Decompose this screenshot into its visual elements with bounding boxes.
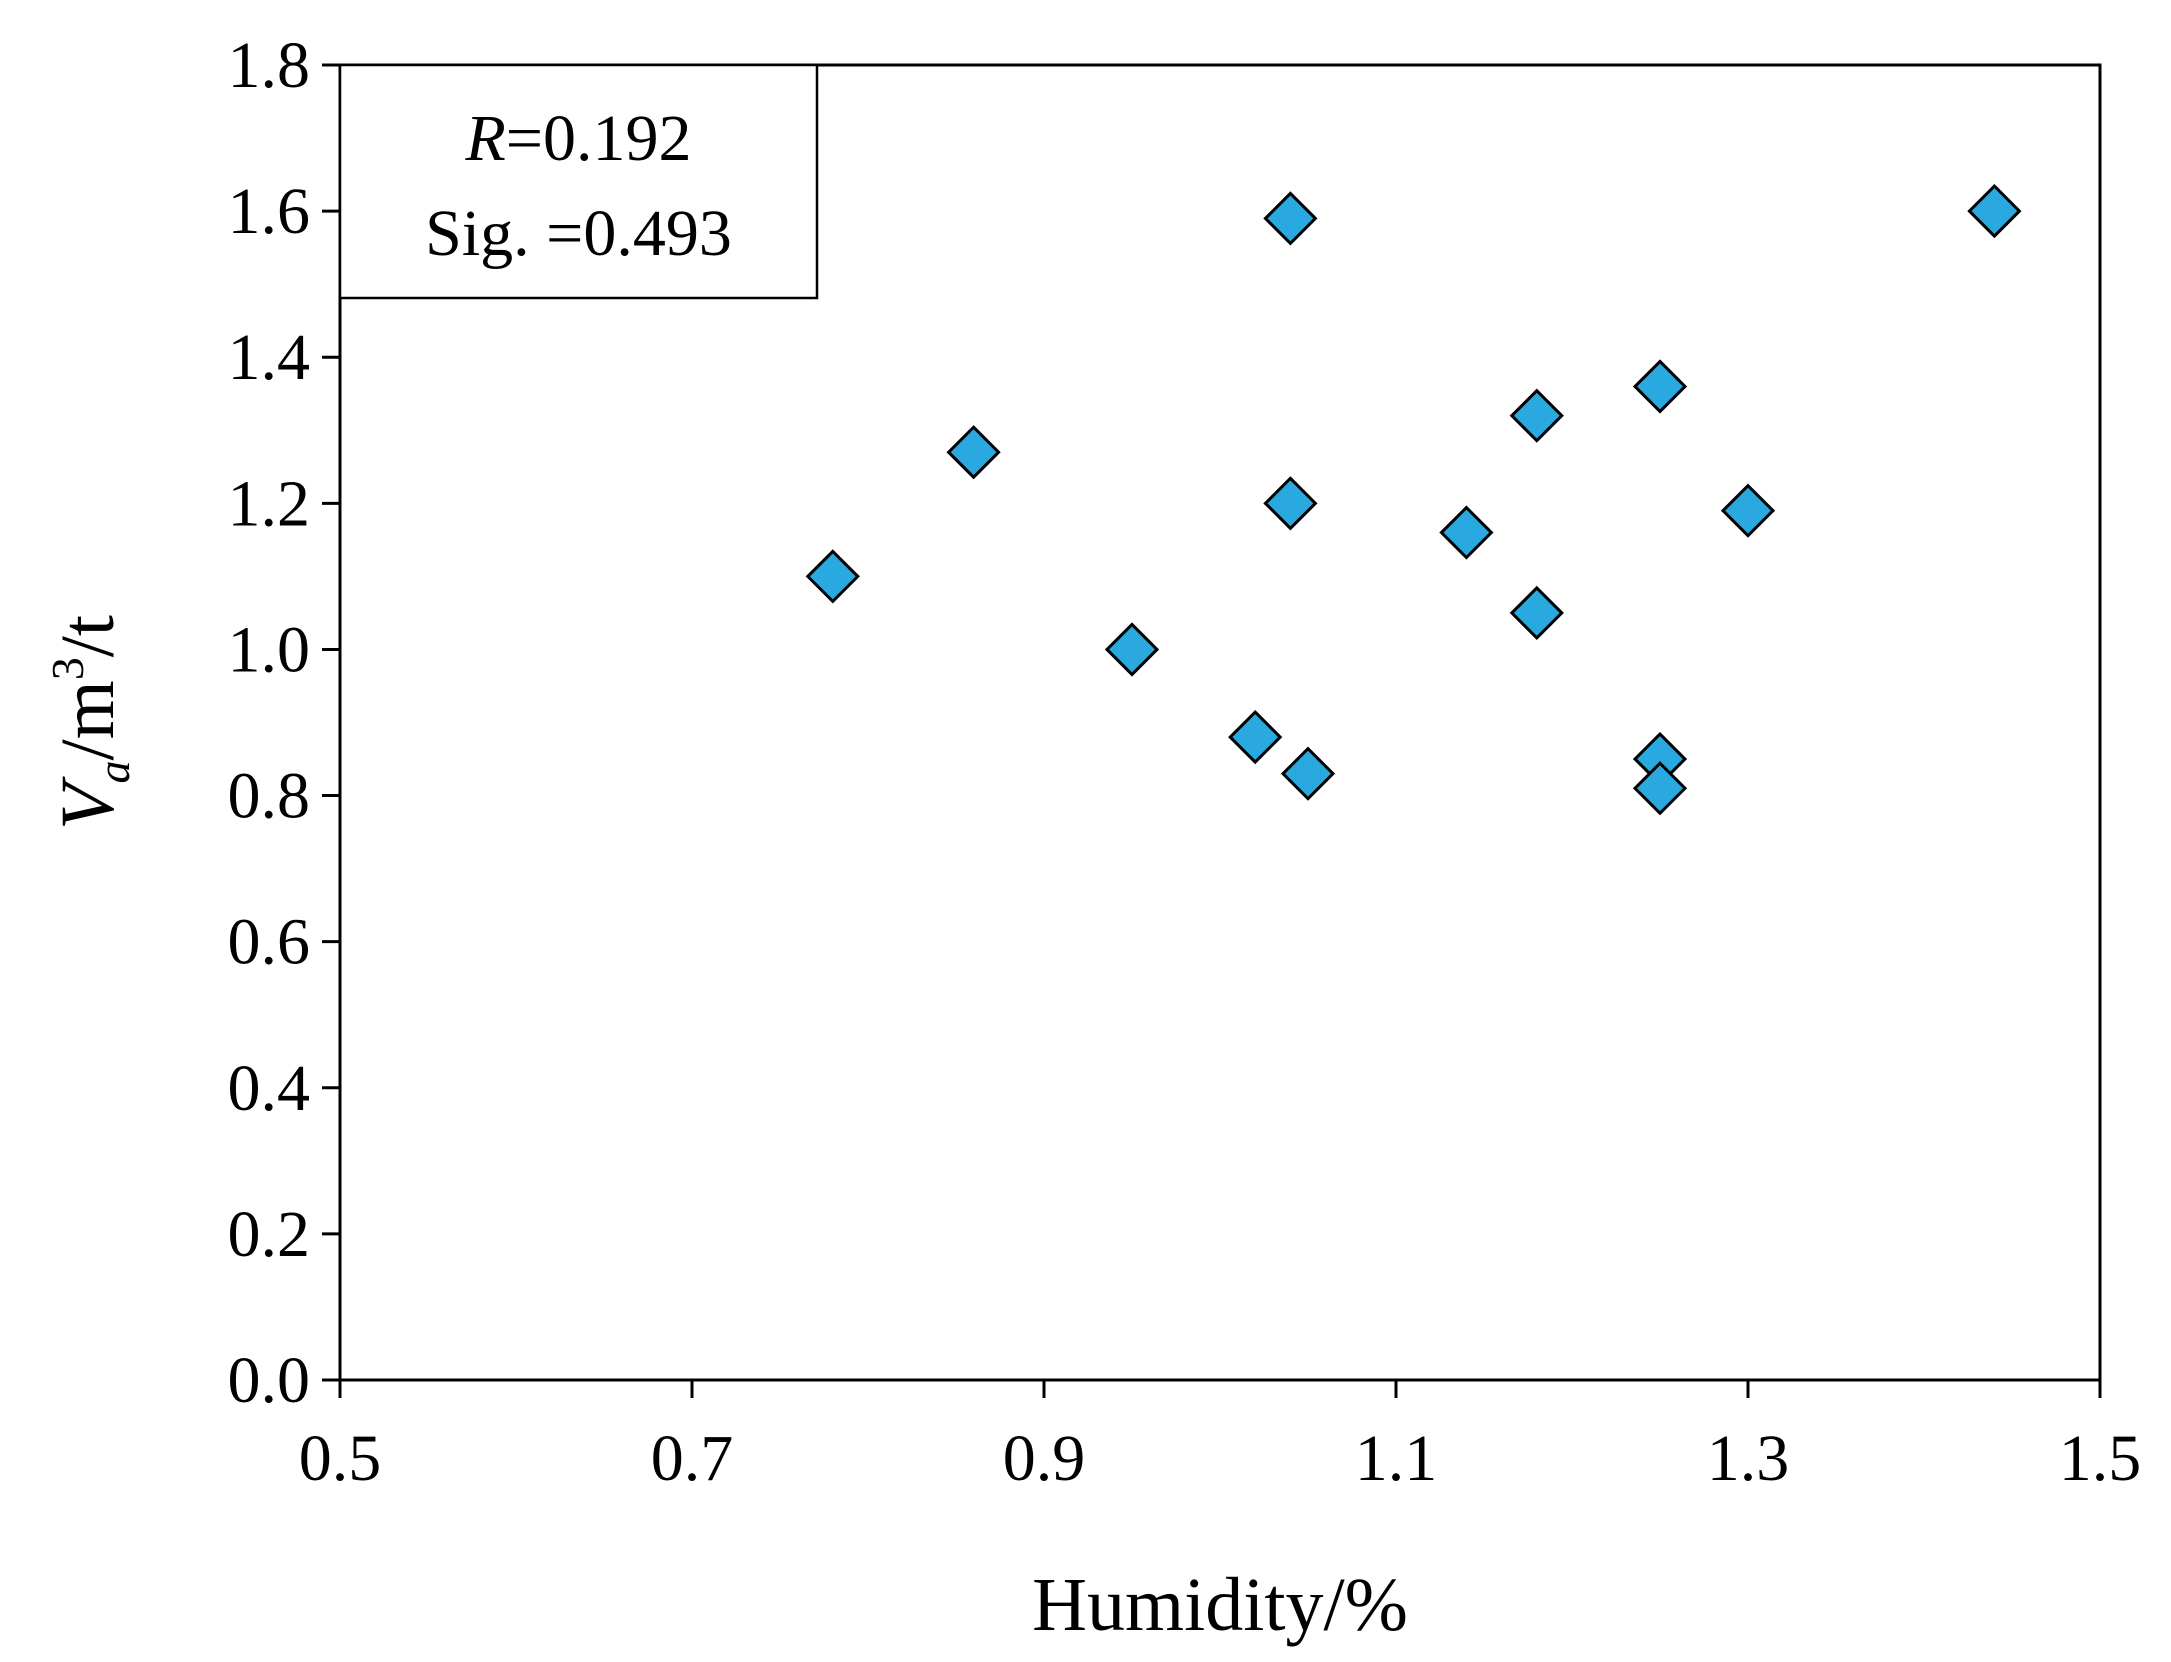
y-axis-title-unit-suffix: /t: [46, 615, 130, 657]
y-axis-title-unit: /m: [46, 680, 130, 760]
data-point: [1439, 505, 1494, 560]
y-tick-label: 1.0: [228, 613, 311, 686]
data-point: [1632, 761, 1688, 816]
x-tick-label: 1.5: [2059, 1422, 2142, 1495]
x-tick-label: 1.1: [1355, 1422, 1438, 1495]
y-axis-title-symbol: V: [46, 776, 130, 830]
x-tick-label: 0.9: [1003, 1422, 1086, 1495]
x-axis-title: Humidity/%: [1032, 1563, 1408, 1647]
x-tick-label: 0.7: [651, 1422, 734, 1495]
data-point: [805, 549, 860, 604]
y-axis-title-subscript: a: [88, 761, 139, 784]
data-point: [1509, 388, 1564, 443]
y-tick-label: 1.2: [228, 467, 311, 540]
y-tick-label: 1.8: [228, 29, 311, 102]
data-point: [1632, 359, 1688, 414]
data-point: [1263, 191, 1318, 246]
correlation-value: =0.192: [506, 102, 692, 175]
plot-frame: [338, 63, 2102, 1382]
data-point: [1263, 476, 1318, 531]
significance-label: Sig. =0.493: [425, 197, 732, 270]
y-tick-label: 0.0: [228, 1344, 311, 1417]
stats-annotation-box: [338, 63, 819, 300]
y-axis-title-superscript: 3: [42, 657, 93, 680]
y-axis: 0.0 0.2 0.4 0.6 0.8 1.0 1.2 1.4 1.6 1.8: [228, 29, 340, 1417]
data-point: [1509, 585, 1564, 641]
y-tick-label: 0.2: [228, 1198, 311, 1271]
correlation-label: R=0.192: [464, 102, 691, 175]
y-tick-label: 0.8: [228, 760, 311, 833]
y-tick-label: 0.6: [228, 906, 311, 979]
y-tick-label: 1.4: [228, 321, 311, 394]
data-point: [1720, 483, 1776, 538]
data-point: [946, 425, 1001, 480]
x-axis: 0.5 0.7 0.9 1.1 1.3 1.5: [299, 1380, 2142, 1495]
x-tick-label: 1.3: [1707, 1422, 1790, 1495]
stats-annotation: R=0.192 Sig. =0.493: [338, 63, 819, 300]
y-tick-label: 1.6: [228, 175, 311, 248]
data-point: [1280, 746, 1336, 801]
data-point: [1967, 183, 2022, 239]
y-tick-label: 0.4: [228, 1052, 311, 1125]
data-point: [1104, 622, 1160, 677]
data-points: [805, 183, 2022, 816]
y-axis-title: Va/m3/t: [42, 615, 139, 830]
correlation-symbol: R: [464, 102, 505, 175]
data-point: [1228, 709, 1283, 765]
x-tick-label: 0.5: [299, 1422, 382, 1495]
